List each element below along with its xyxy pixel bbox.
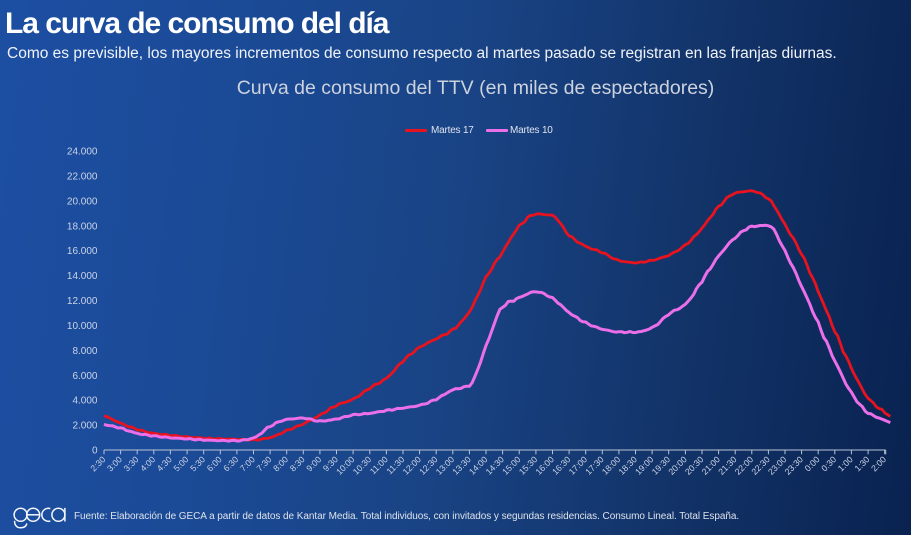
svg-text:10:30: 10:30 <box>351 454 374 477</box>
svg-text:16.000: 16.000 <box>67 246 98 257</box>
svg-text:7:00: 7:00 <box>238 454 257 473</box>
svg-text:8:00: 8:00 <box>271 454 290 473</box>
svg-text:10.000: 10.000 <box>67 321 98 332</box>
svg-text:4.000: 4.000 <box>72 396 97 407</box>
svg-text:9:00: 9:00 <box>304 454 323 473</box>
svg-text:5:30: 5:30 <box>188 454 207 473</box>
svg-text:22.000: 22.000 <box>67 171 98 182</box>
svg-text:1:30: 1:30 <box>852 454 871 473</box>
svg-text:6:00: 6:00 <box>205 454 224 473</box>
svg-text:2:30: 2:30 <box>88 454 107 473</box>
svg-text:0: 0 <box>92 446 98 457</box>
svg-text:8:30: 8:30 <box>288 454 307 473</box>
svg-text:7:30: 7:30 <box>254 454 273 473</box>
svg-text:4:30: 4:30 <box>155 454 174 473</box>
svg-text:6:30: 6:30 <box>221 454 240 473</box>
svg-text:20.000: 20.000 <box>67 196 98 207</box>
svg-text:18.000: 18.000 <box>67 221 98 232</box>
svg-text:0:30: 0:30 <box>819 454 838 473</box>
svg-text:24.000: 24.000 <box>67 147 98 158</box>
svg-text:5:00: 5:00 <box>171 454 190 473</box>
svg-text:14.000: 14.000 <box>67 271 98 282</box>
svg-text:11:00: 11:00 <box>368 454 390 476</box>
svg-text:12.000: 12.000 <box>67 296 98 307</box>
svg-text:4:00: 4:00 <box>138 454 157 473</box>
svg-text:3:30: 3:30 <box>122 454 141 473</box>
svg-text:3:00: 3:00 <box>105 454 124 473</box>
svg-text:0:00: 0:00 <box>803 454 822 473</box>
svg-text:6.000: 6.000 <box>72 371 97 382</box>
svg-text:2.000: 2.000 <box>72 421 97 432</box>
svg-text:23:30: 23:30 <box>783 454 806 477</box>
svg-text:8.000: 8.000 <box>72 346 97 357</box>
svg-text:1:00: 1:00 <box>836 454 855 473</box>
svg-text:2:00: 2:00 <box>869 454 888 473</box>
